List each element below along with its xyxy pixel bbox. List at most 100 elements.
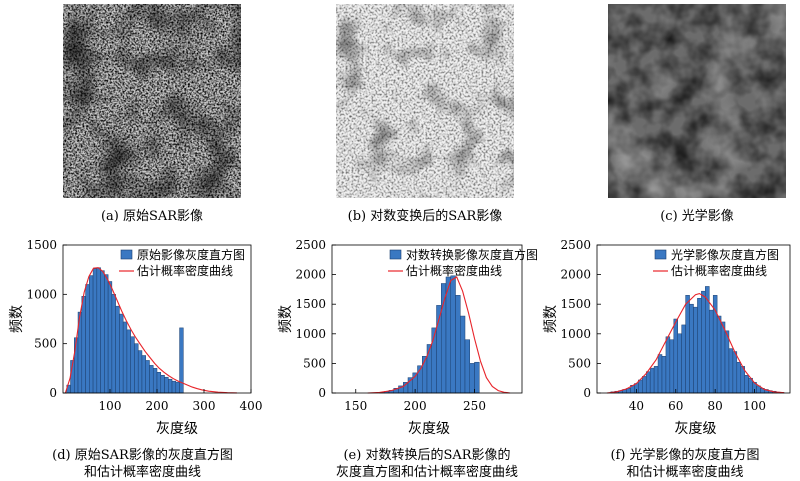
histogram-bar (165, 377, 169, 393)
histogram-bar (666, 337, 670, 393)
histogram-bar (646, 372, 650, 393)
x-tick-label: 40 (629, 399, 644, 413)
histogram-bar (123, 322, 127, 393)
histogram-bar (690, 304, 694, 393)
caption-e: (e) 对数转换后的SAR影像的 灰度直方图和估计概率密度曲线 (296, 447, 558, 481)
histogram-bar (116, 306, 120, 393)
histogram-bar (138, 351, 142, 393)
legend-swatch-histogram (390, 250, 401, 259)
x-tick-label: 100 (99, 399, 122, 413)
y-axis-label: 频数 (9, 305, 25, 333)
histogram-bar (89, 276, 93, 393)
histogram-bar (642, 376, 646, 393)
x-tick-label: 400 (240, 399, 263, 413)
y-tick-label: 1000 (560, 327, 591, 341)
histogram-bar (694, 307, 698, 393)
caption-f-line1: (f) 光学影像的灰度直方图 (570, 447, 800, 464)
histogram-bar (451, 276, 456, 393)
histogram-bar (134, 344, 138, 393)
histogram-bar (427, 344, 432, 393)
x-tick-label: 200 (146, 399, 169, 413)
histogram-bar (662, 356, 666, 393)
histogram-bar (670, 340, 674, 393)
legend-swatch-histogram (121, 250, 132, 259)
caption-e-line1: (e) 对数转换后的SAR影像的 (296, 447, 558, 464)
y-tick-label: 1500 (26, 238, 57, 252)
histogram-bar (697, 298, 701, 393)
x-tick-label: 80 (708, 399, 723, 413)
caption-f: (f) 光学影像的灰度直方图 和估计概率密度曲线 (570, 447, 800, 481)
y-tick-label: 500 (34, 337, 57, 351)
caption-a: (a) 原始SAR影像 (63, 208, 241, 225)
histogram-bar (674, 319, 678, 393)
x-axis-label: 灰度级 (408, 421, 450, 437)
histogram-bar (168, 379, 172, 393)
y-tick-label: 0 (318, 386, 326, 400)
y-axis-label: 频数 (543, 305, 559, 333)
histogram-bar (737, 362, 741, 393)
histogram-bar (721, 322, 725, 393)
chart-d: 0 500 1000 1500 100 200 300 400 灰度级 频数 原始影像灰度直方图估计… (0, 240, 265, 445)
x-tick-label: 60 (668, 399, 683, 413)
original-sar-image (63, 4, 241, 198)
histogram-bar (456, 295, 461, 393)
legend-swatch-histogram (655, 250, 666, 259)
histogram-bar (650, 368, 654, 393)
caption-d-line1: (d) 原始SAR影像的灰度直方图 (20, 447, 265, 464)
histogram-bar (101, 271, 105, 393)
histogram-bar (678, 334, 682, 393)
histogram-bar (86, 284, 90, 393)
histogram-bar (465, 340, 470, 393)
histogram-bar (460, 316, 465, 393)
histogram-bar (176, 382, 180, 393)
x-tick-label: 100 (743, 399, 766, 413)
x-tick-label: 250 (463, 399, 486, 413)
histogram-bar (104, 275, 108, 393)
x-axis-label: 灰度级 (675, 421, 717, 437)
y-axis-label: 频数 (278, 305, 294, 333)
caption-d: (d) 原始SAR影像的灰度直方图 和估计概率密度曲线 (20, 447, 265, 481)
y-tick-label: 1500 (560, 297, 591, 311)
legend-label-histogram: 光学影像灰度直方图 (671, 247, 779, 262)
histogram-bar (112, 294, 116, 393)
histogram-bar (441, 283, 446, 393)
histogram-bar (93, 269, 97, 393)
optical-image (608, 4, 786, 198)
x-tick-label: 150 (344, 399, 367, 413)
histogram-bars (380, 276, 480, 393)
x-axis-label: 灰度级 (156, 421, 198, 437)
legend-label-curve: 估计概率密度曲线 (406, 263, 502, 278)
x-tick-label: 200 (404, 399, 427, 413)
histogram-bar (142, 356, 146, 393)
y-tick-label: 0 (49, 386, 57, 400)
histogram-bar (733, 352, 737, 393)
y-tick-label: 1000 (26, 287, 57, 301)
histogram-bar (658, 355, 662, 393)
y-tick-label: 500 (303, 356, 326, 370)
y-tick-label: 2500 (295, 238, 326, 252)
histogram-bar (725, 331, 729, 393)
histogram-bar (153, 368, 157, 393)
histogram-bar (119, 314, 123, 393)
histogram-bar (470, 363, 475, 393)
y-tick-label: 0 (583, 386, 591, 400)
histogram-bar (682, 325, 686, 393)
legend-label-curve: 估计概率密度曲线 (137, 263, 233, 278)
histogram-bar (654, 366, 658, 393)
histogram-bar (149, 365, 153, 393)
histogram-bar (638, 380, 642, 393)
histogram-bars (611, 286, 784, 393)
histogram-bar (686, 295, 690, 393)
histogram-bar (157, 372, 161, 393)
histogram-bar (709, 310, 713, 393)
y-tick-label: 2000 (295, 268, 326, 282)
caption-b: (b) 对数变换后的SAR影像 (316, 208, 534, 225)
histogram-bar (108, 282, 112, 393)
x-tick-label: 300 (193, 399, 216, 413)
histogram-bar (745, 375, 749, 393)
legend-label-histogram: 对数转换影像灰度直方图 (406, 247, 538, 262)
